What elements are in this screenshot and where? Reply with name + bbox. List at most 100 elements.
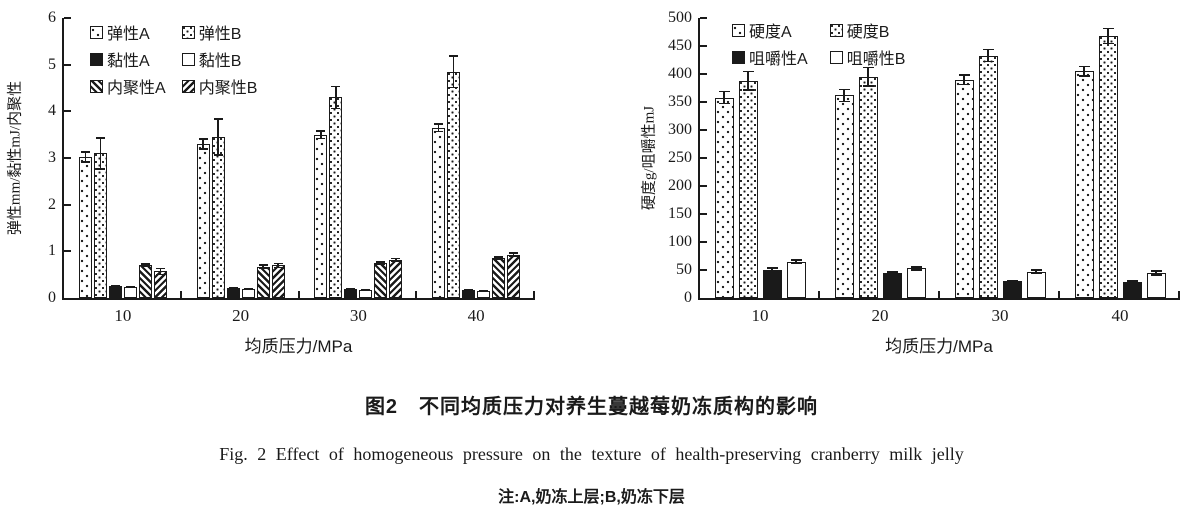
error-bar-cap-top bbox=[886, 271, 898, 273]
bar-series2-group0 bbox=[108, 286, 122, 298]
error-bar-cap-bottom bbox=[376, 263, 386, 265]
error-bar-cap-bottom bbox=[125, 286, 135, 288]
right-chart-plot-area: 0 50 100 150 200 250 300 350 400 450 500 10 20 30 40 硬度… bbox=[668, 9, 1180, 325]
error-bar-cap-bottom bbox=[331, 107, 341, 109]
error-bar-line bbox=[1131, 280, 1133, 285]
error-bar-cap-top bbox=[449, 55, 459, 57]
error-bar-cap-top bbox=[910, 266, 922, 268]
y-tick-label: 2 bbox=[48, 195, 56, 213]
error-bar-line bbox=[380, 261, 382, 265]
legend-item-series1: 弹性B bbox=[181, 20, 258, 44]
error-bar-cap-top bbox=[95, 137, 105, 139]
legend-marker-hatch-back-icon bbox=[90, 79, 103, 93]
error-bar-cap-bottom bbox=[361, 289, 371, 291]
x-tick-mark bbox=[938, 291, 940, 298]
bar-series5-group1 bbox=[271, 265, 285, 298]
error-bar-cap-top bbox=[213, 118, 223, 120]
error-bar-cap-bottom bbox=[862, 85, 874, 87]
bar-series5-group0 bbox=[153, 271, 167, 298]
bar-series3-group1 bbox=[241, 288, 255, 298]
error-bar-line bbox=[84, 151, 87, 163]
x-category-label: 10 bbox=[751, 306, 769, 325]
bar-series3-group1 bbox=[906, 268, 926, 298]
error-bar-cap-bottom bbox=[494, 258, 504, 261]
error-bar-cap-top bbox=[958, 74, 970, 76]
error-bar-cap-bottom bbox=[273, 266, 283, 269]
bar-series2-group0 bbox=[762, 270, 782, 298]
bar-series0-group2 bbox=[954, 79, 974, 298]
y-tick-label: 200 bbox=[668, 177, 692, 194]
y-tick-mark bbox=[700, 269, 707, 271]
error-bar-cap-top bbox=[1030, 269, 1042, 271]
error-bar-line bbox=[843, 88, 845, 102]
error-bar-cap-top bbox=[742, 70, 754, 73]
x-tick-mark bbox=[179, 291, 182, 298]
bar-series3-group0 bbox=[123, 286, 137, 298]
error-bar-cap-bottom bbox=[1030, 272, 1042, 274]
y-tick-label: 500 bbox=[668, 9, 692, 26]
bar-series0-group0 bbox=[78, 157, 92, 298]
error-bar-cap-bottom bbox=[1102, 42, 1114, 45]
y-tick-label: 0 bbox=[684, 289, 692, 306]
bar-series1-group1 bbox=[858, 76, 878, 298]
error-bar-line bbox=[99, 137, 102, 170]
y-tick-label: 50 bbox=[676, 261, 692, 278]
x-category-label: 10 bbox=[114, 306, 132, 325]
bar-series3-group2 bbox=[359, 290, 373, 298]
x-category-label: 40 bbox=[1111, 306, 1129, 325]
legend-item-series2: 咀嚼性A bbox=[732, 45, 808, 69]
error-bar-cap-top bbox=[316, 130, 326, 132]
y-tick-mark bbox=[700, 73, 707, 75]
error-bar-cap-bottom bbox=[95, 168, 105, 170]
y-tick-mark bbox=[64, 63, 71, 66]
legend-label: 硬度B bbox=[846, 24, 890, 41]
error-bar-cap-top bbox=[155, 267, 165, 270]
error-bar-cap-bottom bbox=[509, 255, 519, 257]
y-tick-label: 100 bbox=[668, 233, 692, 250]
error-bar-cap-bottom bbox=[838, 100, 850, 102]
legend-item-series3: 黏性B bbox=[181, 47, 258, 71]
error-bar-cap-top bbox=[982, 48, 994, 51]
error-bar-cap-bottom bbox=[910, 269, 922, 271]
error-bar-cap-top bbox=[1150, 270, 1162, 272]
error-bar-line bbox=[277, 262, 279, 269]
bar-series0-group1 bbox=[834, 95, 854, 298]
legend-item-series1: 硬度B bbox=[829, 18, 906, 42]
y-tick-label: 3 bbox=[48, 149, 56, 166]
y-tick-label: 0 bbox=[48, 289, 56, 306]
error-bar-line bbox=[1083, 65, 1085, 77]
error-bar-cap-top bbox=[331, 85, 341, 88]
error-bar-line bbox=[1155, 270, 1157, 276]
error-bar-cap-top bbox=[509, 252, 519, 254]
right-chart-x-axis-label: 均质压力/MPa bbox=[885, 337, 993, 356]
bar-series4-group2 bbox=[374, 263, 388, 298]
error-bar-cap-bottom bbox=[155, 273, 165, 276]
error-bar-cap-top bbox=[718, 90, 730, 93]
error-bar-cap-bottom bbox=[449, 86, 459, 88]
error-bar-cap-top bbox=[434, 123, 444, 125]
error-bar-line bbox=[437, 123, 440, 133]
x-category-label: 40 bbox=[467, 306, 485, 325]
y-tick-label: 450 bbox=[668, 37, 692, 54]
figure-caption-chinese: 图2 不同均质压力对养生蔓越莓奶冻质构的影响 bbox=[364, 396, 819, 418]
error-bar-cap-bottom bbox=[316, 137, 326, 140]
y-tick-mark bbox=[700, 17, 707, 19]
error-bar-line bbox=[963, 74, 965, 86]
bar-series1-group2 bbox=[329, 97, 343, 298]
error-bar-cap-bottom bbox=[434, 130, 444, 133]
chart-legend: 硬度A 硬度B 咀嚼性A 咀嚼性B bbox=[732, 18, 905, 69]
error-bar-cap-bottom bbox=[1078, 75, 1090, 77]
error-bar-line bbox=[1035, 269, 1037, 274]
error-bar-cap-bottom bbox=[258, 267, 268, 270]
bar-series0-group1 bbox=[196, 144, 210, 298]
legend-label: 内聚性B bbox=[198, 80, 258, 97]
error-bar-cap-top bbox=[80, 151, 90, 153]
error-bar-cap-bottom bbox=[464, 289, 474, 291]
x-tick-mark bbox=[297, 291, 300, 298]
y-tick-label: 4 bbox=[48, 102, 56, 120]
legend-marker-dots-dense-icon bbox=[829, 23, 843, 37]
left-chart-plot-area: 0 1 2 3 4 5 6 10 20 30 40 弹性A 弹性B 黏性A 黏性B 内聚性A 内聚性B bbox=[48, 9, 535, 325]
error-bar-line bbox=[1107, 27, 1109, 45]
bar-series1-group2 bbox=[978, 55, 998, 298]
error-bar-cap-bottom bbox=[1006, 281, 1018, 283]
